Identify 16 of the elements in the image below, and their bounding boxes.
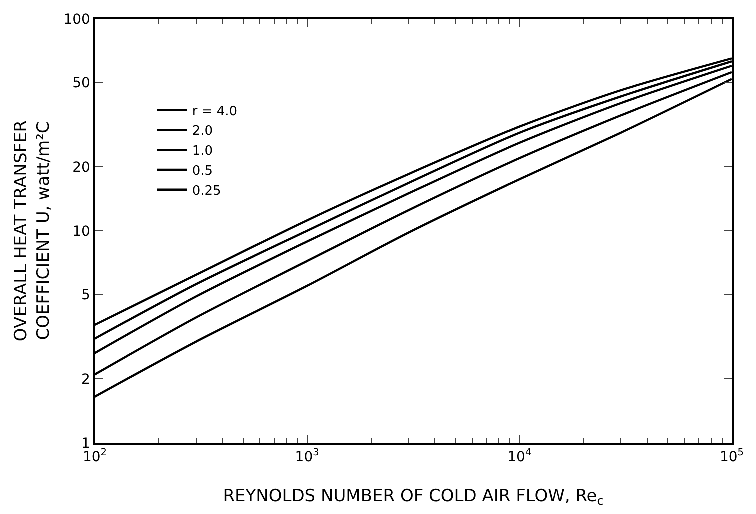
- legend-label: 1.0: [192, 144, 214, 160]
- y-tick-label: 5: [82, 288, 90, 304]
- x-tick-label: 10$^{3}$: [295, 448, 320, 466]
- legend-label: 2.0: [192, 124, 214, 140]
- y-tick-label: 100: [64, 12, 90, 28]
- x-tick-label: 10$^{5}$: [720, 448, 744, 466]
- x-tick-label: 10$^{4}$: [508, 448, 532, 466]
- legend-label: 0.5: [192, 164, 214, 180]
- legend-label: r = 4.0: [192, 104, 238, 120]
- legend-label: 0.25: [192, 184, 222, 199]
- x-axis-title: REYNOLDS NUMBER OF COLD AIR FLOW, Re$_{c}$: [223, 486, 604, 508]
- y-axis-title: OVERALL HEAT TRANSFER COEFFICIENT U, watt/m²C: [12, 120, 54, 342]
- y-tick-label: 2: [82, 372, 90, 388]
- y-tick-label: 20: [72, 160, 90, 176]
- y-tick-label: 50: [72, 76, 90, 92]
- y-tick-label: 10: [72, 224, 90, 240]
